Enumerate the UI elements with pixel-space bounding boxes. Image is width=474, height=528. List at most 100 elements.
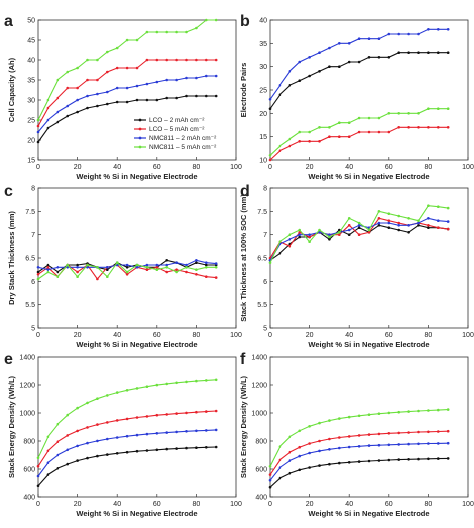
data-point xyxy=(195,26,198,30)
data-point xyxy=(76,406,79,410)
data-point xyxy=(278,149,282,152)
data-point xyxy=(387,130,391,134)
data-point xyxy=(66,86,69,90)
data-point xyxy=(66,448,69,452)
data-point xyxy=(318,464,321,467)
series-2 xyxy=(268,217,450,262)
data-point xyxy=(347,135,351,138)
data-point xyxy=(125,270,129,274)
data-point xyxy=(407,224,410,227)
data-point xyxy=(195,379,198,383)
data-point xyxy=(268,158,272,162)
data-point xyxy=(66,434,69,437)
data-point xyxy=(397,214,401,218)
data-point xyxy=(56,96,60,100)
data-point xyxy=(318,228,321,232)
y-tick-label: 8 xyxy=(263,186,267,193)
data-point xyxy=(36,124,40,128)
data-point xyxy=(86,266,89,269)
data-point xyxy=(155,58,159,62)
series-3 xyxy=(268,408,450,468)
x-tick-label: 20 xyxy=(306,501,314,508)
data-point xyxy=(397,224,401,227)
series-1 xyxy=(36,58,218,128)
data-point xyxy=(367,433,371,436)
series-1 xyxy=(268,126,450,162)
series-line xyxy=(37,19,217,121)
data-point xyxy=(328,233,331,236)
data-point xyxy=(347,42,351,45)
data-point xyxy=(288,233,292,236)
x-tick-label: 100 xyxy=(462,501,474,508)
data-point xyxy=(268,154,272,157)
data-point xyxy=(446,457,450,460)
data-point xyxy=(205,263,208,267)
data-point xyxy=(437,226,440,229)
data-point xyxy=(175,96,178,100)
y-tick-label: 800 xyxy=(23,439,35,446)
data-point xyxy=(328,235,331,239)
data-point xyxy=(377,217,381,220)
data-point xyxy=(328,437,331,441)
data-point xyxy=(357,224,361,227)
data-point xyxy=(427,107,430,110)
data-point xyxy=(446,227,450,231)
data-point xyxy=(427,442,430,445)
data-point xyxy=(377,459,381,462)
data-point xyxy=(46,268,50,272)
data-point xyxy=(367,413,371,417)
data-point xyxy=(417,126,420,129)
data-point xyxy=(357,37,361,40)
data-point xyxy=(308,235,311,239)
data-point xyxy=(288,84,292,87)
data-point xyxy=(175,270,178,274)
data-point xyxy=(155,413,159,417)
data-point xyxy=(446,441,450,445)
data-point xyxy=(328,238,331,241)
y-tick-label: 25 xyxy=(259,88,267,95)
data-point xyxy=(387,226,391,229)
data-point xyxy=(76,98,79,102)
y-tick-label: 20 xyxy=(259,111,267,118)
data-point xyxy=(437,408,440,412)
data-point xyxy=(56,120,60,124)
data-point xyxy=(46,473,50,476)
y-tick-label: 1200 xyxy=(251,383,267,390)
data-point xyxy=(46,106,50,110)
data-point xyxy=(175,268,178,272)
data-point xyxy=(397,51,401,54)
data-point xyxy=(145,30,149,34)
data-point xyxy=(205,58,208,62)
data-point xyxy=(427,217,430,220)
x-tick-label: 60 xyxy=(153,164,161,171)
data-point xyxy=(36,273,40,276)
plot-frame xyxy=(37,19,237,161)
data-point xyxy=(86,78,89,82)
data-point xyxy=(155,80,159,84)
plot-frame xyxy=(37,356,237,498)
data-point xyxy=(106,437,109,441)
data-point xyxy=(338,233,341,236)
data-point xyxy=(36,277,40,281)
data-point xyxy=(407,231,410,234)
data-point xyxy=(417,457,420,461)
y-tick-label: 400 xyxy=(23,495,35,502)
y-tick-label: 35 xyxy=(27,78,35,85)
data-point xyxy=(347,224,351,227)
data-point xyxy=(96,266,99,269)
data-point xyxy=(145,432,149,436)
x-tick-label: 100 xyxy=(462,332,474,339)
y-tick-label: 1200 xyxy=(19,383,35,390)
data-point xyxy=(268,473,272,476)
data-point xyxy=(125,389,129,392)
data-point xyxy=(288,245,292,248)
data-point xyxy=(56,422,60,426)
data-point xyxy=(96,92,99,96)
data-point xyxy=(298,79,302,82)
x-tick-label: 60 xyxy=(153,332,161,339)
data-point xyxy=(175,261,178,265)
series-2 xyxy=(36,428,218,478)
data-point xyxy=(328,448,331,451)
x-tick-label: 20 xyxy=(74,501,82,508)
data-point xyxy=(318,231,321,234)
